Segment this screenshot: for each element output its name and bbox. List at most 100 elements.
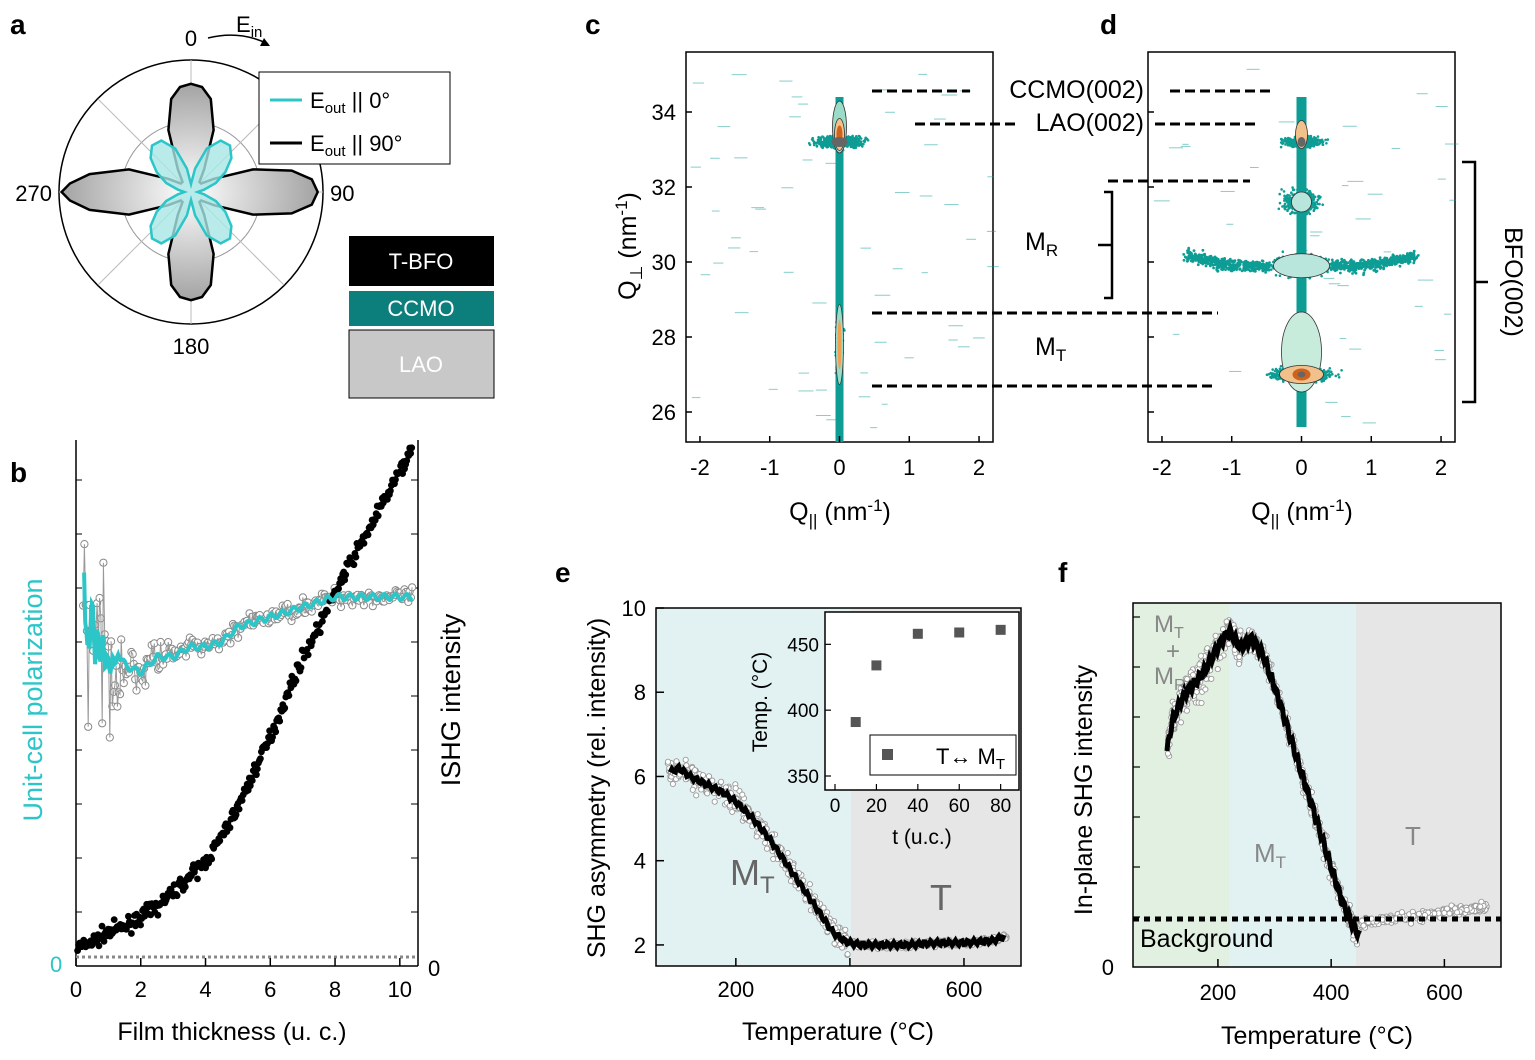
intensity-speck	[1317, 138, 1320, 141]
mr-arm-speck	[1245, 266, 1249, 269]
panel-b-rticks	[76, 479, 418, 967]
intensity-speck	[1313, 201, 1316, 205]
mr-arm-speck	[1182, 253, 1186, 256]
intensity-speck	[1284, 140, 1287, 143]
ishg-point	[100, 938, 108, 945]
mr-arm-speck	[1363, 268, 1367, 272]
mr-arm-speck	[1235, 268, 1238, 271]
legend-eout-90: Eout || 90°	[310, 131, 402, 160]
intensity-speck	[1316, 135, 1320, 138]
mr-arm-speck	[1359, 259, 1362, 262]
ishg-point	[285, 692, 293, 699]
ytick-label-26: 26	[652, 400, 676, 425]
intensity-speck	[1311, 142, 1315, 146]
mr-arm-speck	[1394, 256, 1398, 260]
ishg-point	[408, 444, 416, 452]
mr-arm-speck	[1214, 261, 1218, 265]
intensity-speck	[863, 140, 866, 144]
mr-arm-speck	[1201, 248, 1205, 252]
intensity-speck	[1321, 203, 1324, 206]
ytick-label-30: 30	[652, 250, 676, 275]
ishg-point	[272, 728, 280, 736]
ishg-point	[281, 704, 289, 712]
intensity-speck	[1291, 186, 1294, 189]
panel-c-heatmap	[690, 73, 999, 442]
ishg-point	[124, 912, 132, 920]
layer-lao: LAO	[399, 352, 443, 377]
mr-arm-speck	[1190, 256, 1194, 259]
intensity-speck	[850, 138, 854, 141]
mr-arm-speck	[1343, 264, 1347, 268]
mr-arm-speck	[1211, 260, 1215, 264]
intensity-speck	[855, 141, 858, 145]
intensity-speck	[820, 145, 824, 149]
intensity-speck	[815, 144, 819, 147]
mr-arm-speck	[1341, 259, 1345, 263]
intensity-speck	[863, 138, 867, 141]
intensity-speck	[1278, 201, 1282, 205]
intensity-speck	[1326, 138, 1330, 141]
mr-arm-speck	[1385, 256, 1389, 260]
intensity-speck	[1268, 265, 1271, 269]
mr-arm-speck	[1374, 265, 1378, 269]
intensity-speck	[1282, 204, 1286, 208]
ishg-point	[292, 677, 300, 685]
mr-arm-speck	[1191, 259, 1194, 263]
ytick-label-34: 34	[652, 100, 676, 125]
ishg-point	[304, 651, 312, 659]
intensity-speck	[1312, 144, 1316, 148]
intensity-speck	[1296, 188, 1299, 192]
mr-arm-speck	[1206, 262, 1210, 266]
mr-arm-speck	[1332, 268, 1336, 271]
panel-d-heatmap	[1153, 68, 1459, 427]
mr-arm-speck	[1240, 269, 1244, 273]
mr-arm-speck	[1194, 255, 1198, 259]
panel-b-ylabel-right: ISHG intensity	[436, 613, 466, 786]
ishg-point	[266, 727, 273, 735]
xtick-label--2: -2	[690, 455, 710, 480]
intensity-speck	[1331, 372, 1334, 376]
mr-arm-speck	[1374, 261, 1378, 265]
intensity-speck	[1281, 250, 1285, 253]
mr-arm-speck	[1408, 258, 1411, 262]
xtick-label-2: 2	[973, 455, 985, 480]
intensity-speck	[1316, 198, 1320, 202]
intensity-speck	[855, 136, 858, 140]
mr-arm-speck	[1234, 263, 1238, 267]
ishg-point	[276, 717, 284, 725]
ishg-point	[254, 765, 261, 773]
mr-arm-speck	[1330, 258, 1334, 262]
polar-angle-90: 90	[330, 181, 354, 206]
intensity-speck	[843, 329, 846, 332]
mr-arm-speck	[1412, 253, 1416, 257]
panel-label-f: f	[1058, 557, 1068, 588]
intensity-speck	[1284, 137, 1287, 140]
intensity-speck	[1328, 367, 1332, 370]
intensity-speck	[1280, 188, 1283, 191]
mr-arm-speck	[1196, 263, 1200, 267]
ishg-point	[316, 629, 324, 637]
mr-arm-speck	[1331, 263, 1335, 267]
intensity-speck	[812, 143, 816, 147]
mr-arm-speck	[1230, 269, 1234, 273]
ishg-point	[216, 837, 224, 845]
intensity-speck	[808, 143, 812, 147]
xtick-label--1: -1	[760, 455, 780, 480]
ishg-point	[350, 561, 358, 569]
mr-arm-speck	[1369, 266, 1372, 269]
mr-arm-speck	[1398, 254, 1402, 257]
ishg-point	[269, 733, 276, 741]
xtick-label-10: 10	[388, 977, 412, 1002]
xtick-label-0: 0	[833, 455, 845, 480]
intensity-speck	[1302, 212, 1305, 215]
mr-arm-speck	[1353, 270, 1357, 274]
mr-arm-speck	[1257, 267, 1261, 271]
mr-arm-speck	[1221, 257, 1224, 261]
c-lao-core	[831, 137, 848, 147]
mr-arm-speck	[1198, 256, 1201, 259]
layer-ccmo: CCMO	[387, 296, 454, 321]
ishg-point	[173, 892, 181, 900]
mr-arm-speck	[1343, 260, 1347, 264]
intensity-speck	[860, 143, 863, 147]
